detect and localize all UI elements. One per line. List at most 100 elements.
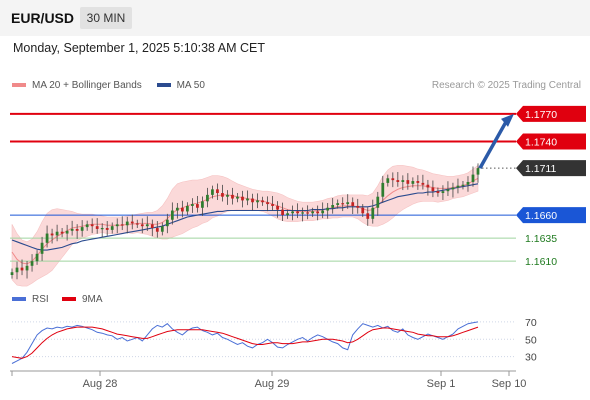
- price-tag: [516, 207, 586, 224]
- candle-body: [196, 204, 199, 208]
- candle-body: [356, 205, 360, 208]
- candle-body: [371, 207, 375, 219]
- candle-body: [70, 228, 74, 231]
- candle-body: [246, 198, 249, 201]
- candle-body: [100, 228, 104, 230]
- candle-body: [216, 189, 219, 194]
- forecast-arrow: [478, 113, 514, 170]
- legend-ma50-label: MA 50: [176, 80, 205, 91]
- ma50-swatch: [156, 83, 171, 88]
- resistance-label: 1.1740: [525, 136, 557, 148]
- candle-body: [25, 265, 29, 271]
- ma20-swatch: [12, 83, 26, 88]
- candle-body: [236, 196, 239, 199]
- candle-body: [336, 203, 340, 205]
- candle-body: [160, 226, 164, 232]
- axis-tick-label: Sep 10: [492, 378, 527, 390]
- rsi-tick-label: 70: [525, 317, 537, 329]
- candle-body: [15, 267, 19, 273]
- candlesticks: [10, 163, 480, 280]
- candle-body: [401, 180, 405, 182]
- candle-body: [346, 202, 350, 205]
- axis-tick-label: Sep 1: [427, 378, 456, 390]
- candle-body: [45, 233, 49, 243]
- candle-body: [10, 272, 14, 275]
- candle-body: [30, 261, 34, 266]
- bollinger-area: [11, 164, 479, 287]
- candle-body: [466, 181, 470, 185]
- candle-body: [135, 223, 139, 225]
- candle-body: [206, 194, 209, 202]
- price-tag: [516, 133, 586, 150]
- candle-body: [170, 210, 174, 220]
- candle-body: [476, 168, 480, 175]
- candle-body: [50, 233, 54, 236]
- rsi-tick-label: 30: [525, 352, 537, 364]
- candle-body: [80, 227, 84, 231]
- chart-datetime: Monday, September 1, 2025 5:10:38 AM CET: [13, 41, 265, 55]
- candle-body: [145, 224, 149, 227]
- ma50-line: [11, 183, 479, 251]
- axis-tick-label: Aug 29: [255, 378, 290, 390]
- price-labels: 1.1770 1.1740 1.1711 1.1660 1.1635 1.1610: [516, 105, 586, 268]
- candle-body: [256, 200, 259, 203]
- candle-body: [125, 221, 129, 226]
- candle-body: [130, 221, 134, 224]
- candle-body: [120, 224, 124, 226]
- time-axis: Aug 28 Aug 29 Sep 1 Sep 10: [10, 370, 527, 390]
- forecast-arrow-head: [501, 113, 514, 127]
- moving-averages: [11, 177, 479, 265]
- candle-body: [456, 185, 460, 188]
- candle-body: [231, 194, 234, 199]
- candle-body: [40, 242, 44, 254]
- candle-body: [271, 204, 274, 206]
- candle-body: [201, 201, 204, 208]
- ma20-line: [11, 177, 479, 265]
- candle-body: [326, 207, 330, 211]
- candle-body: [411, 181, 415, 184]
- candle-body: [180, 207, 184, 212]
- forecast-arrow-shaft: [478, 120, 508, 170]
- candle-body: [441, 191, 445, 194]
- bollinger-band: [11, 164, 479, 287]
- candle-body: [291, 211, 294, 214]
- price-tag: [516, 160, 586, 177]
- candle-body: [115, 224, 119, 227]
- candle-body: [35, 253, 39, 262]
- candle-body: [221, 193, 224, 197]
- candle-body: [105, 228, 109, 230]
- rsi-tick-label: 50: [525, 334, 537, 346]
- support-label: 1.1635: [525, 233, 557, 245]
- candle-body: [381, 182, 385, 197]
- axis-tick-label: Aug 28: [83, 378, 118, 390]
- rsi-panel: 70 50 30: [11, 317, 537, 364]
- price-legend: MA 20 + Bollinger Bands MA 50: [12, 80, 205, 92]
- candle-body: [396, 180, 400, 182]
- credit-text: Research © 2025 Trading Central: [431, 80, 581, 91]
- candle-body: [241, 196, 244, 201]
- candle-body: [251, 198, 254, 203]
- ma9-swatch: [62, 297, 76, 301]
- candle-body: [65, 230, 69, 234]
- rsi-ma-line: [11, 326, 479, 359]
- candle-body: [261, 200, 264, 203]
- candle-body: [191, 204, 194, 206]
- candle-body: [311, 211, 315, 214]
- candle-body: [416, 181, 420, 183]
- candle-body: [60, 231, 64, 234]
- candle-body: [281, 209, 284, 216]
- candle-body: [366, 213, 370, 219]
- candle-body: [276, 205, 279, 210]
- candle-body: [386, 178, 390, 183]
- candle-body: [306, 212, 310, 214]
- timeframe-button[interactable]: 30 MIN: [80, 7, 132, 29]
- symbol-label[interactable]: EUR/USD: [11, 10, 75, 26]
- pivot-label: 1.1660: [525, 210, 557, 222]
- candle-body: [301, 212, 305, 214]
- candle-body: [90, 224, 94, 227]
- candle-body: [286, 213, 289, 216]
- candle-body: [185, 205, 189, 212]
- resistance-label: 1.1770: [525, 109, 557, 121]
- candle-body: [140, 224, 144, 227]
